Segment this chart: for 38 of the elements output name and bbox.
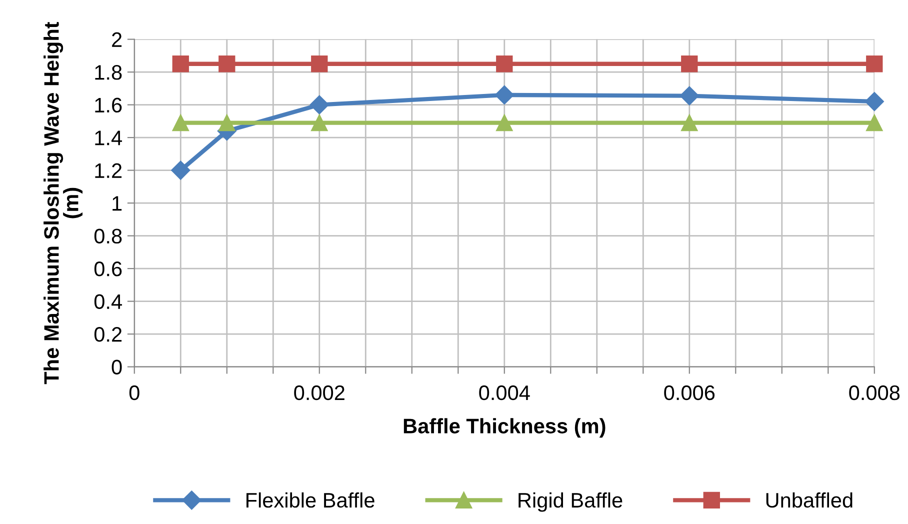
point [311, 114, 328, 132]
y-tick-label: 0.4 [94, 294, 122, 310]
x-axis-title: Baffle Thickness (m) [404, 418, 606, 438]
legend-label: Flexible Baffle [246, 492, 374, 508]
point [866, 56, 883, 72]
y-tick-label: 0.2 [94, 327, 122, 342]
y-tick-label: 0.6 [94, 262, 122, 276]
point [681, 56, 698, 72]
legend-label: Rigid Baffle [518, 492, 622, 512]
point [172, 114, 189, 132]
legend-label: Unbaffled [766, 492, 852, 508]
point [680, 86, 699, 106]
point [311, 56, 328, 72]
y-tick-label: 0 [112, 360, 122, 375]
y-tick-label: 1.2 [95, 163, 122, 178]
y-axis-title: The Maximum Sloshing Wave Height (m) [44, 22, 83, 384]
point [866, 114, 883, 132]
x-tick-label: 0.006 [664, 385, 715, 400]
x-tick-label: 0 [129, 385, 140, 400]
point [171, 160, 190, 180]
point [496, 114, 513, 132]
point [494, 85, 514, 105]
x-tick-label: 0.004 [479, 385, 530, 400]
point [218, 114, 236, 132]
x-tick-label: 0.002 [294, 385, 344, 400]
y-tick-label: 1.6 [95, 98, 122, 113]
point [310, 95, 329, 114]
point [864, 92, 884, 112]
y-tick-label: 0.8 [94, 228, 122, 244]
point [172, 56, 189, 72]
x-tick-label: 0.008 [849, 385, 900, 400]
y-tick-label: 2 [112, 32, 122, 47]
y-tick-label: 1.8 [95, 65, 122, 80]
point [496, 56, 513, 72]
y-tick-label: 1.4 [95, 130, 122, 146]
y-tick-label: 1 [112, 196, 122, 211]
point [218, 56, 236, 72]
point [681, 114, 698, 132]
